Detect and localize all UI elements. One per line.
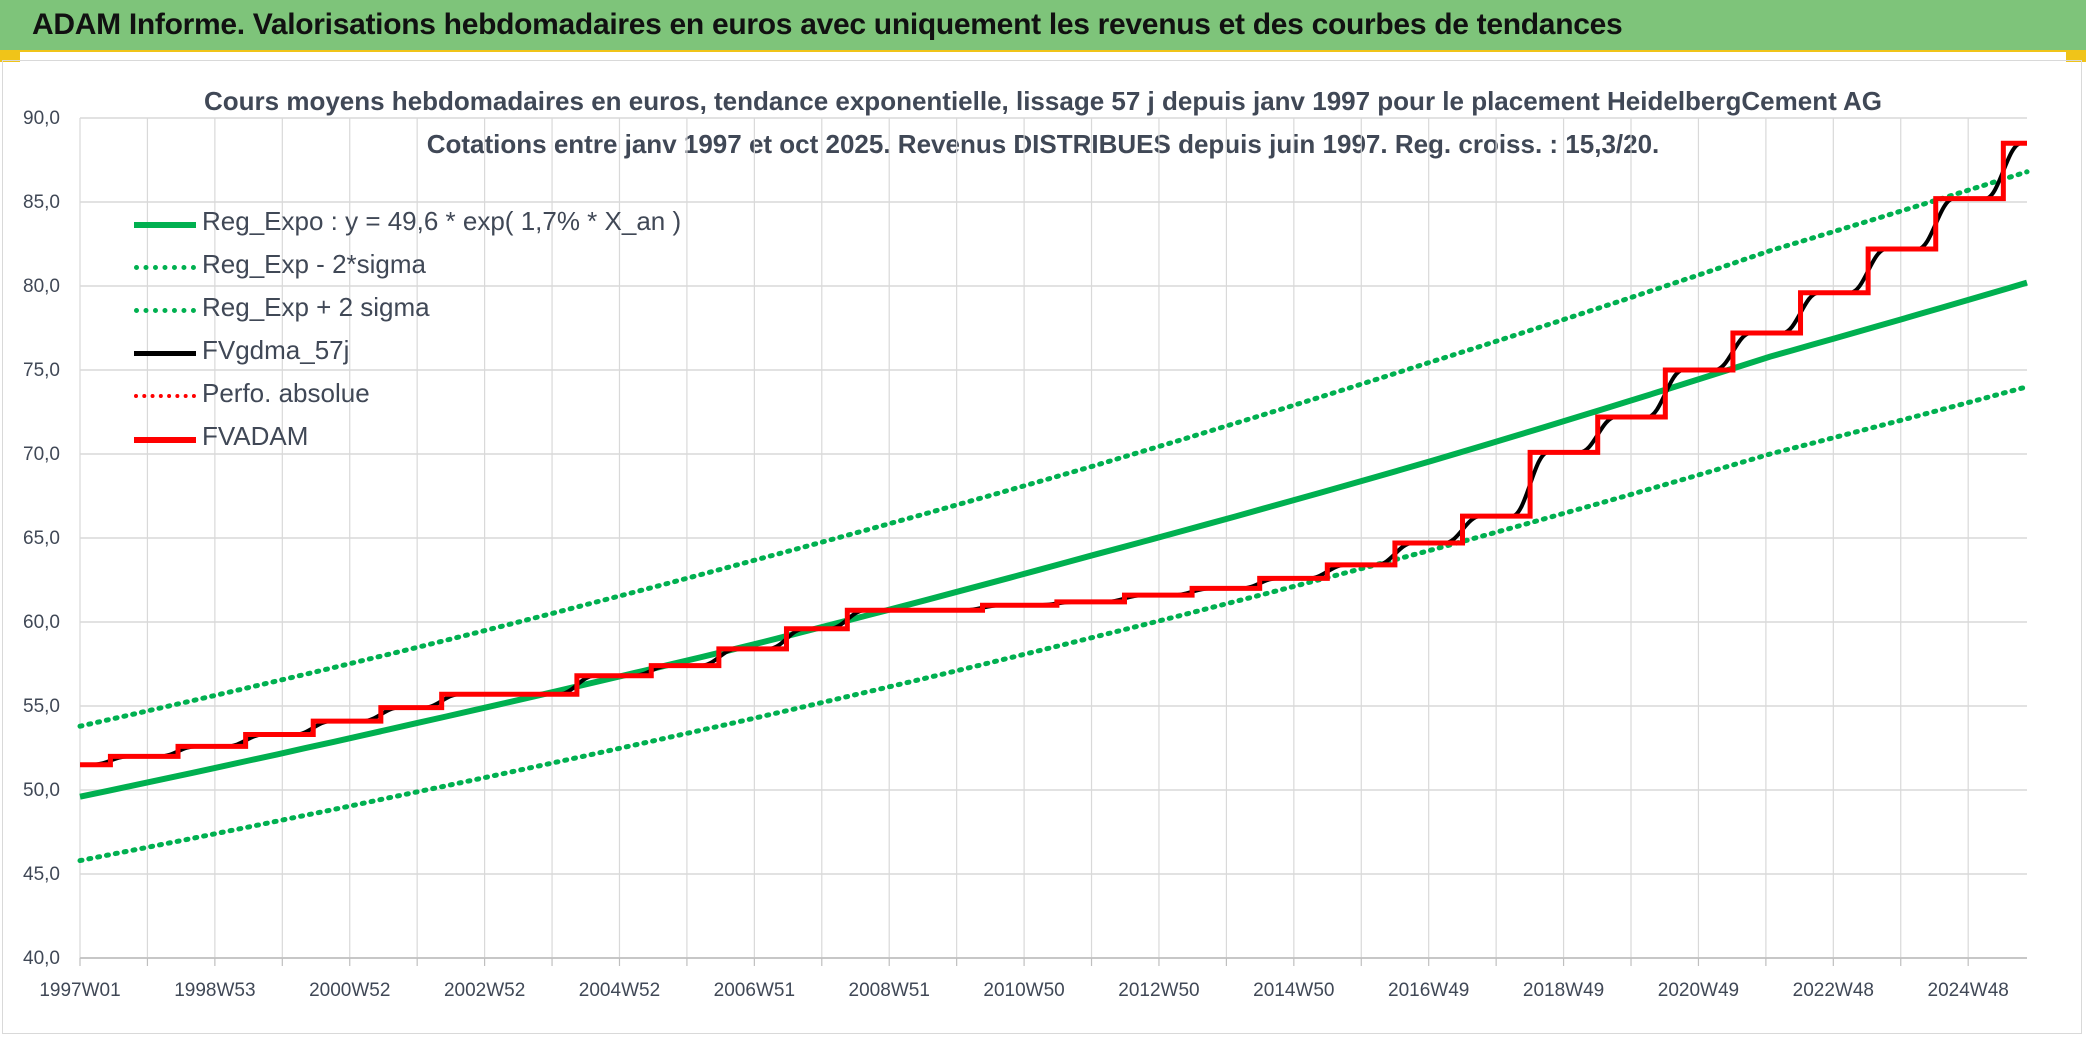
legend-label-reg-exp-minus: Reg_Exp - 2*sigma xyxy=(202,249,426,279)
y-tick-label: 65,0 xyxy=(23,528,60,549)
x-tick-label: 2012W50 xyxy=(1118,980,1199,1001)
y-tick-label: 55,0 xyxy=(23,696,60,717)
legend-swatch-fvgdma xyxy=(134,351,196,356)
legend-label-perfo-absolue: Perfo. absolue xyxy=(202,378,370,408)
corner-marker-left xyxy=(0,52,20,62)
y-tick-label: 60,0 xyxy=(23,612,60,633)
report-banner-title: ADAM Informe. Valorisations hebdomadaire… xyxy=(32,8,1623,41)
corner-marker-right xyxy=(2066,52,2086,62)
y-tick-label: 45,0 xyxy=(23,864,60,885)
x-tick-label: 1998W53 xyxy=(174,980,255,1001)
legend-label-reg-exp-plus: Reg_Exp + 2 sigma xyxy=(202,292,430,322)
chart-title: Cours moyens hebdomadaires en euros, ten… xyxy=(203,86,1882,116)
y-tick-label: 90,0 xyxy=(23,108,60,129)
legend-swatch-perfo-absolue xyxy=(134,394,196,398)
x-tick-label: 2008W51 xyxy=(849,980,930,1001)
x-tick-label: 2022W48 xyxy=(1793,980,1874,1001)
x-tick-label: 2018W49 xyxy=(1523,980,1604,1001)
series-fvadam xyxy=(80,140,2027,768)
y-tick-label: 85,0 xyxy=(23,192,60,213)
chart-subtitle: Cotations entre janv 1997 et oct 2025. R… xyxy=(426,129,1660,159)
x-tick-label: 2016W49 xyxy=(1388,980,1469,1001)
y-tick-label: 70,0 xyxy=(23,444,60,465)
x-tick-label: 2014W50 xyxy=(1253,980,1334,1001)
x-tick-label: 2004W52 xyxy=(579,980,660,1001)
x-tick-label: 2020W49 xyxy=(1658,980,1739,1001)
legend-swatch-reg-exp-minus xyxy=(134,265,196,270)
legend-label-reg-expo: Reg_Expo : y = 49,6 * exp( 1,7% * X_an ) xyxy=(202,206,682,236)
report-banner: ADAM Informe. Valorisations hebdomadaire… xyxy=(0,0,2086,52)
x-tick-label: 2010W50 xyxy=(983,980,1064,1001)
legend-label-fvadam: FVADAM xyxy=(202,421,309,451)
series-reg-exp-plus-2sigma xyxy=(77,169,2030,729)
y-tick-label: 80,0 xyxy=(23,276,60,297)
x-tick-label: 2002W52 xyxy=(444,980,525,1001)
legend-swatch-reg-expo xyxy=(134,222,196,228)
series-reg-exp-minus-2sigma xyxy=(77,384,2030,864)
legend-swatch-reg-exp-plus xyxy=(134,308,196,313)
y-tick-label: 75,0 xyxy=(23,360,60,381)
series-reg-expo xyxy=(79,279,2028,800)
x-tick-label: 2006W51 xyxy=(714,980,795,1001)
legend-swatch-fvadam xyxy=(134,437,196,443)
y-tick-label: 40,0 xyxy=(23,948,60,969)
x-tick-label: 1997W01 xyxy=(39,980,120,1001)
y-tick-label: 50,0 xyxy=(23,780,60,801)
chart-frame xyxy=(2,60,2082,1034)
legend-label-fvgdma: FVgdma_57j xyxy=(202,335,350,365)
x-tick-label: 2024W48 xyxy=(1928,980,2009,1001)
x-tick-label: 2000W52 xyxy=(309,980,390,1001)
